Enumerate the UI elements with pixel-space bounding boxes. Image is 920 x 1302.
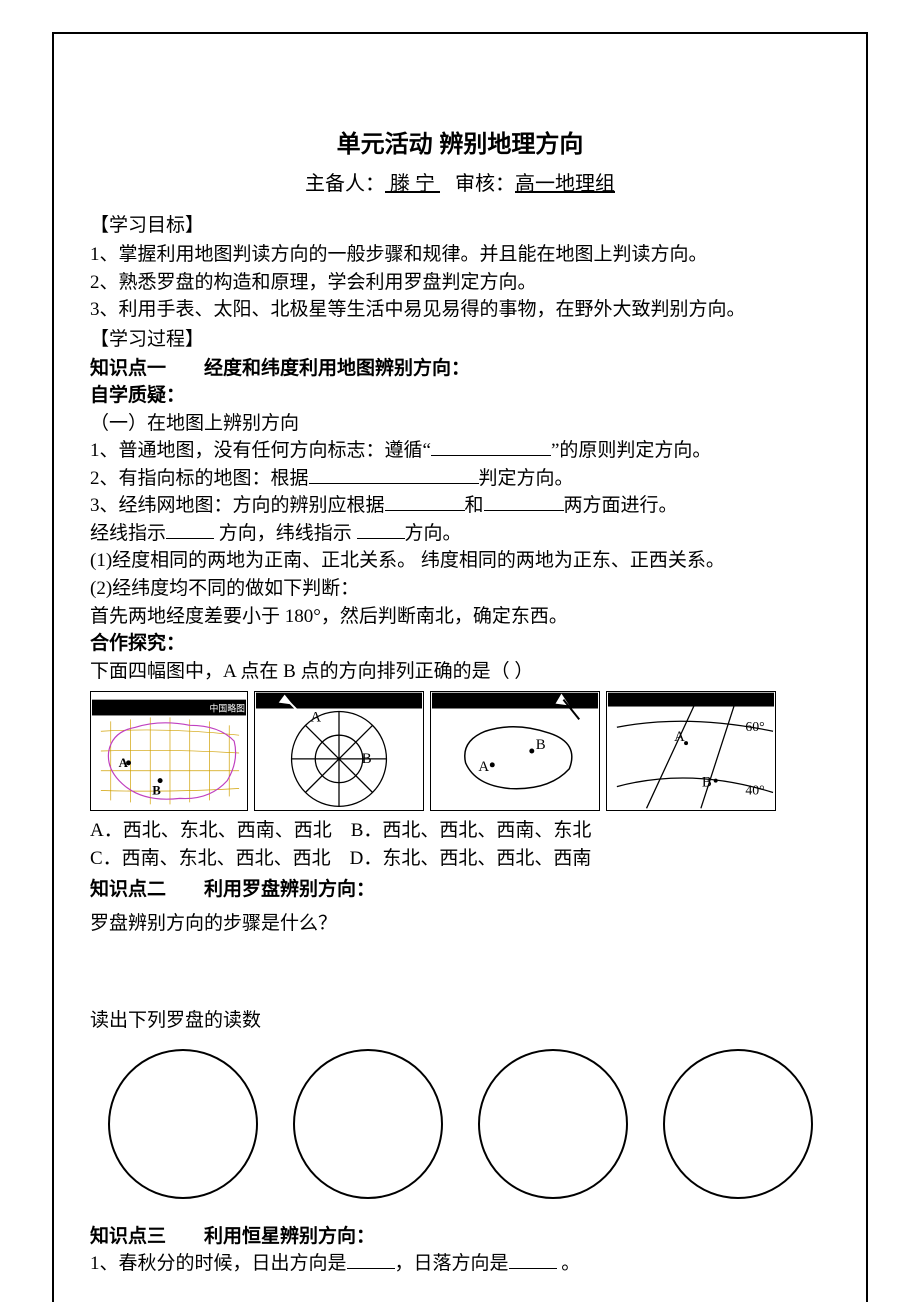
svg-text:B: B [362, 751, 372, 767]
compass-row [90, 1049, 830, 1199]
doc-subtitle: 主备人： 滕 宁 审核：高一地理组 [90, 167, 830, 196]
blank-parallel[interactable] [357, 520, 405, 539]
self-study-header: 自学质疑： [90, 382, 830, 410]
kp3-1a: 1、春秋分的时候，日出方向是 [90, 1253, 347, 1274]
option-line-cd: C．西南、东北、西北、西北 D．东北、西北、西北、西南 [90, 845, 830, 873]
kp2-header: 知识点二 利用罗盘辨别方向： [90, 876, 830, 904]
kp3-line1: 1、春秋分的时候，日出方向是 ，日落方向是 。 [90, 1250, 830, 1278]
map-4-deg40: 40° [745, 783, 764, 798]
s1-header: （一）在地图上辨别方向 [90, 410, 830, 438]
s1-2b: 判定方向。 [479, 468, 574, 489]
map-3: A B [430, 691, 600, 811]
s1-5: (1)经度相同的两地为正南、正北关系。 纬度相同的两地为正东、正西关系。 [90, 547, 830, 575]
goal-3: 3、利用手表、太阳、北极星等生活中易见易得的事物，在野外大致判别方向。 [90, 296, 830, 324]
goals-header: 【学习目标】 [90, 210, 830, 237]
svg-text:A: A [310, 710, 321, 726]
s1-4a: 经线指示 [90, 523, 166, 544]
svg-text:A: A [478, 759, 489, 775]
kp3-1c: 。 [557, 1253, 581, 1274]
page-frame: 单元活动 辨别地理方向 主备人： 滕 宁 审核：高一地理组 【学习目标】 1、掌… [52, 32, 868, 1302]
map-4-deg60: 60° [745, 719, 764, 734]
map-3-svg: A B [431, 691, 599, 811]
s1-4b: 方向，纬线指示 [219, 523, 352, 544]
review-prefix: 审核： [455, 173, 515, 195]
option-line-ab: A．西北、东北、西南、西北 B．西北、西北、西南、东北 [90, 817, 830, 845]
s1-7: 首先两地经度差要小于 180°，然后判断南北，确定东西。 [90, 603, 830, 631]
s1-line2: 2、有指向标的地图：根据 判定方向。 [90, 465, 830, 493]
blank-pointer[interactable] [309, 465, 479, 484]
kp3-1b: ，日落方向是 [395, 1253, 509, 1274]
s1-6: (2)经纬度均不同的做如下判断： [90, 575, 830, 603]
goal-1: 1、掌握利用地图判读方向的一般步骤和规律。并且能在地图上判读方向。 [90, 241, 830, 269]
s1-1b: ”的原则判定方向。 [551, 440, 711, 461]
blank-grid-b[interactable] [484, 492, 564, 511]
blank-principle[interactable] [431, 437, 551, 456]
s1-line3: 3、经纬网地图：方向的辨别应根据 和 两方面进行。 [90, 492, 830, 520]
s1-line1: 1、普通地图，没有任何方向标志：遵循“ ”的原则判定方向。 [90, 437, 830, 465]
map-2: A B [254, 691, 424, 811]
map-2-svg: A B [255, 691, 423, 811]
blank-sunset[interactable] [509, 1250, 557, 1269]
map-1: 中国略图 A [90, 691, 248, 811]
map-4-svg: A B 60° 40° [607, 691, 775, 811]
doc-title: 单元活动 辨别地理方向 [90, 124, 830, 159]
s1-3a: 3、经纬网地图：方向的辨别应根据 [90, 495, 385, 516]
blank-sunrise[interactable] [347, 1250, 395, 1269]
kp3-header: 知识点三 利用恒星辨别方向： [90, 1223, 830, 1251]
s1-3b: 和 [465, 495, 484, 516]
s1-1a: 1、普通地图，没有任何方向标志：遵循“ [90, 440, 431, 461]
process-header: 【学习过程】 [90, 324, 830, 351]
compass-4 [663, 1049, 813, 1199]
s1-line4: 经线指示 方向，纬线指示 方向。 [90, 520, 830, 548]
answer-space [90, 937, 830, 1007]
map-1-svg: 中国略图 A [91, 691, 247, 811]
maps-row: 中国略图 A [90, 691, 830, 811]
svg-text:A: A [119, 756, 129, 770]
svg-text:B: B [536, 737, 546, 753]
author-name: 滕 宁 [385, 173, 440, 195]
svg-text:B: B [702, 775, 712, 791]
compass-1 [108, 1049, 258, 1199]
coop-header: 合作探究： [90, 630, 830, 658]
svg-text:B: B [152, 784, 161, 798]
map-1-label: 中国略图 [209, 703, 245, 714]
s1-3c: 两方面进行。 [564, 495, 678, 516]
compass-3 [478, 1049, 628, 1199]
kp2-question: 罗盘辨别方向的步骤是什么？ [90, 910, 830, 938]
coop-question: 下面四幅图中，A 点在 B 点的方向排列正确的是（ ） [90, 658, 830, 686]
reviewer-name: 高一地理组 [515, 173, 615, 195]
map-4: A B 60° 40° [606, 691, 776, 811]
compass-2 [293, 1049, 443, 1199]
svg-text:A: A [674, 729, 685, 745]
blank-meridian[interactable] [166, 520, 214, 539]
kp1-header: 知识点一 经度和纬度利用地图辨别方向： [90, 355, 830, 383]
kp2-read: 读出下列罗盘的读数 [90, 1007, 830, 1035]
blank-grid-a[interactable] [385, 492, 465, 511]
author-prefix: 主备人： [305, 173, 385, 195]
s1-2a: 2、有指向标的地图：根据 [90, 468, 309, 489]
goal-2: 2、熟悉罗盘的构造和原理，学会利用罗盘判定方向。 [90, 269, 830, 297]
s1-4c: 方向。 [405, 523, 462, 544]
